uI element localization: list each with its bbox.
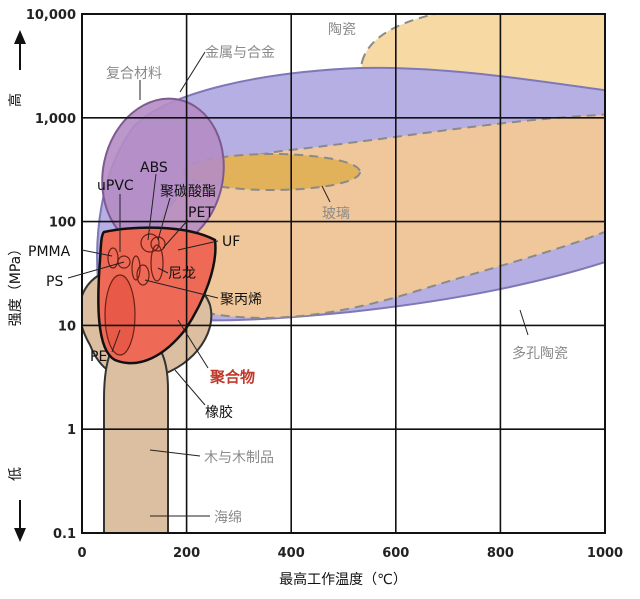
x-tick-labels: 0 200 400 600 800 1000 [77, 546, 623, 561]
leader-rubber [174, 369, 206, 406]
bubble-nylon [150, 244, 164, 282]
label-wood: 木与木制品 [204, 450, 274, 466]
leader-polymers [177, 319, 209, 369]
label-uf: UF [222, 234, 240, 250]
label-glass: 玻璃 [322, 205, 350, 222]
x-tick-label: 1000 [587, 546, 623, 561]
label-pp: 聚丙烯 [220, 292, 262, 308]
label-metals: 金属与合金 [205, 45, 275, 61]
bubble-ps [117, 255, 131, 269]
label-porous-ceramics: 多孔陶瓷 [512, 345, 568, 362]
y-arrow-up [14, 30, 26, 70]
region-wood-and-foam [103, 333, 169, 533]
label-rubber: 橡胶 [205, 404, 233, 421]
bubble-pmma [107, 247, 119, 269]
bubble-polycarbonate [150, 236, 166, 252]
leader-pp [144, 279, 219, 299]
polymer-subgroups [107, 233, 166, 286]
leader-pe [111, 329, 121, 353]
leader-glass [321, 185, 331, 203]
y-tick-label: 1 [67, 423, 76, 438]
label-polycarbonate: 聚碳酸酯 [160, 184, 216, 200]
label-upvc: uPVC [97, 178, 134, 194]
x-tick-label: 0 [77, 546, 86, 561]
leader-wood [149, 449, 201, 457]
leader-polycarbonate [157, 197, 171, 241]
leader-lines [67, 51, 529, 517]
leader-abs [147, 173, 157, 241]
leader-pet [162, 219, 189, 249]
bubble-abs [140, 233, 160, 253]
label-ps: PS [46, 274, 63, 290]
y-axis-low: 低 [8, 467, 24, 481]
y-tick-label: 0.1 [53, 527, 76, 542]
label-composites: 复合材料 [106, 65, 162, 82]
label-abs: ABS [140, 160, 168, 176]
x-tick-label: 800 [487, 546, 514, 561]
label-foam: 海绵 [214, 509, 242, 526]
leader-nylon [157, 267, 169, 274]
y-axis-title: 强度（MPa） [8, 242, 24, 326]
leader-ps [67, 261, 125, 279]
leader-porous-ceramics [519, 309, 529, 336]
bubble-pp [136, 264, 150, 286]
label-nylon: 尼龙 [168, 266, 196, 282]
label-pmma: PMMA [28, 244, 71, 260]
bubble-pe [104, 274, 136, 356]
leader-pmma [81, 249, 113, 257]
y-axis-high: 高 [7, 93, 24, 107]
y-arrow-down [14, 500, 26, 542]
label-polymers: 聚合物 [209, 368, 255, 386]
y-tick-label: 1,000 [35, 112, 76, 127]
label-pe: PE [90, 349, 107, 365]
bubble-pvc [131, 255, 141, 281]
x-axis-title: 最高工作温度（℃） [279, 571, 407, 588]
x-tick-label: 400 [278, 546, 305, 561]
x-tick-label: 600 [382, 546, 409, 561]
plot-area [82, 14, 605, 533]
grid [82, 14, 605, 533]
y-tick-label: 100 [49, 216, 76, 231]
label-ceramics: 陶瓷 [328, 22, 356, 38]
leader-metals [179, 51, 206, 93]
label-pet: PET [188, 205, 214, 221]
x-tick-label: 200 [173, 546, 200, 561]
y-tick-label: 10 [58, 319, 76, 334]
leader-uf [177, 240, 219, 251]
y-tick-labels: 0.1 1 10 100 1,000 10,000 [26, 8, 76, 542]
y-tick-label: 10,000 [26, 8, 76, 23]
